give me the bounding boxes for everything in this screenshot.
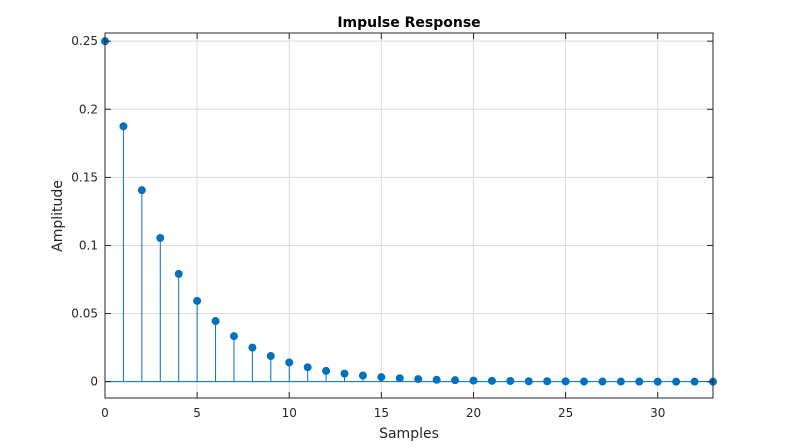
y-axis-label: Amplitude bbox=[50, 180, 66, 252]
y-tick-label: 0.05 bbox=[71, 307, 98, 321]
x-tick-label: 10 bbox=[282, 406, 297, 420]
ticks: 0 5 10 15 20 25 30 0 0.05 0.1 0.15 0.2 0.25 bbox=[71, 33, 713, 420]
stem-marker bbox=[690, 377, 699, 386]
stem-marker bbox=[506, 376, 515, 385]
stem-marker bbox=[322, 366, 331, 375]
stem-marker bbox=[248, 343, 257, 352]
stem-marker bbox=[377, 373, 386, 382]
stem-marker bbox=[395, 374, 404, 383]
stem-marker bbox=[340, 369, 349, 378]
x-tick-label: 0 bbox=[101, 406, 109, 420]
x-tick-label: 5 bbox=[193, 406, 201, 420]
stem-marker bbox=[119, 122, 128, 131]
stem-marker bbox=[266, 352, 275, 361]
stem-marker bbox=[672, 377, 681, 386]
stem-marker bbox=[543, 377, 552, 386]
stem-marker bbox=[598, 377, 607, 386]
stem-marker bbox=[653, 377, 662, 386]
x-tick-label: 25 bbox=[558, 406, 573, 420]
stem-marker bbox=[616, 377, 625, 386]
stem-marker bbox=[451, 376, 460, 385]
stem-marker bbox=[414, 375, 423, 384]
y-tick-label: 0.25 bbox=[71, 34, 98, 48]
stem-marker bbox=[432, 375, 441, 384]
x-tick-label: 15 bbox=[374, 406, 389, 420]
stem-marker bbox=[211, 317, 220, 326]
x-tick-label: 30 bbox=[650, 406, 665, 420]
stem-marker bbox=[469, 376, 478, 385]
stem-marker bbox=[487, 376, 496, 385]
plot-area bbox=[105, 33, 713, 398]
x-axis-label: Samples bbox=[379, 426, 439, 442]
stem-marker bbox=[174, 269, 183, 278]
stem-marker bbox=[156, 233, 165, 242]
stem-marker bbox=[635, 377, 644, 386]
axes-box bbox=[104, 32, 714, 399]
chart-title: Impulse Response bbox=[337, 15, 480, 31]
stem-marker bbox=[193, 296, 202, 305]
stem-marker bbox=[285, 358, 294, 367]
stem-marker bbox=[137, 186, 146, 195]
stem-marker bbox=[561, 377, 570, 386]
stem-marker bbox=[229, 332, 238, 341]
stem-marker bbox=[358, 371, 367, 380]
stem-marker bbox=[524, 377, 533, 386]
x-tick-label: 20 bbox=[466, 406, 481, 420]
y-tick-label: 0.15 bbox=[71, 170, 98, 184]
stem-marker bbox=[580, 377, 589, 386]
y-tick-label: 0 bbox=[90, 375, 98, 389]
y-tick-label: 0.2 bbox=[79, 102, 98, 116]
y-tick-label: 0.1 bbox=[79, 238, 98, 252]
stem-marker bbox=[303, 363, 312, 372]
